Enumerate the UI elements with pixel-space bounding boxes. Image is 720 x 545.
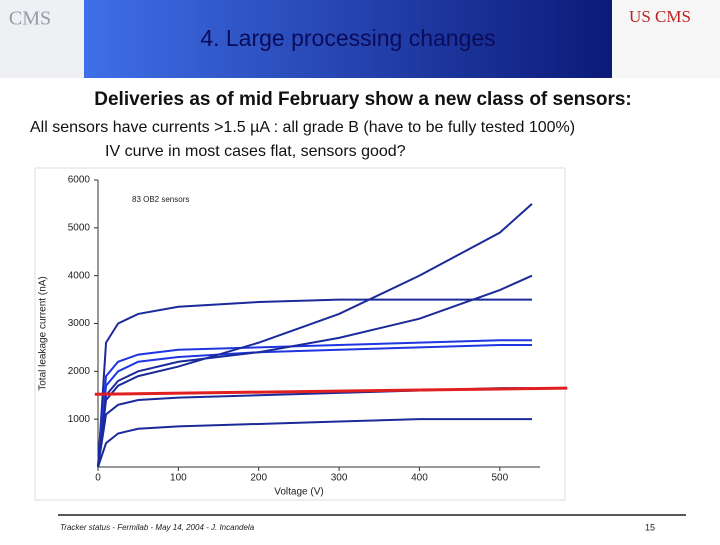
y-tick-label: 3000 (68, 318, 91, 329)
series-line (94, 386, 568, 396)
footer-text: Tracker status - Fermilab - May 14, 2004… (60, 523, 255, 532)
series-line (97, 298, 532, 468)
bullet: IV curve in most cases flat, sensors goo… (105, 143, 406, 160)
header-band (84, 0, 612, 78)
y-tick-label: 6000 (68, 175, 91, 186)
series-line (97, 274, 533, 468)
x-tick-label: 300 (331, 473, 348, 484)
annotation: 83 OB2 sensors (132, 195, 189, 204)
x-tick-label: 200 (250, 473, 267, 484)
bullet: All sensors have currents >1.5 µA : all … (30, 119, 575, 136)
x-tick-label: 400 (411, 473, 428, 484)
y-tick-label: 5000 (68, 222, 91, 233)
series-line (97, 339, 532, 468)
y-tick-label: 2000 (68, 366, 91, 377)
logo-right: US CMS (629, 7, 691, 26)
series-line (97, 418, 532, 468)
y-axis-label: Total leakage current (nA) (38, 276, 49, 391)
x-tick-label: 0 (95, 473, 101, 484)
logo-left-bg (0, 0, 84, 78)
chart-frame (34, 167, 566, 501)
subtitle: Deliveries as of mid February show a new… (94, 89, 631, 110)
logo-left: CMS (9, 8, 51, 30)
page-number: 15 (645, 522, 655, 532)
slide-title: 4. Large processing changes (200, 25, 495, 51)
x-tick-label: 100 (170, 473, 187, 484)
x-axis-label: Voltage (V) (274, 487, 323, 498)
y-tick-label: 1000 (68, 414, 91, 425)
logo-right-bg (612, 0, 720, 78)
y-tick-label: 4000 (68, 270, 91, 281)
x-tick-label: 500 (491, 473, 508, 484)
chart: 1000 2000 3000 4000 5000 6000 0 100 200 300 400 500… (38, 175, 568, 498)
